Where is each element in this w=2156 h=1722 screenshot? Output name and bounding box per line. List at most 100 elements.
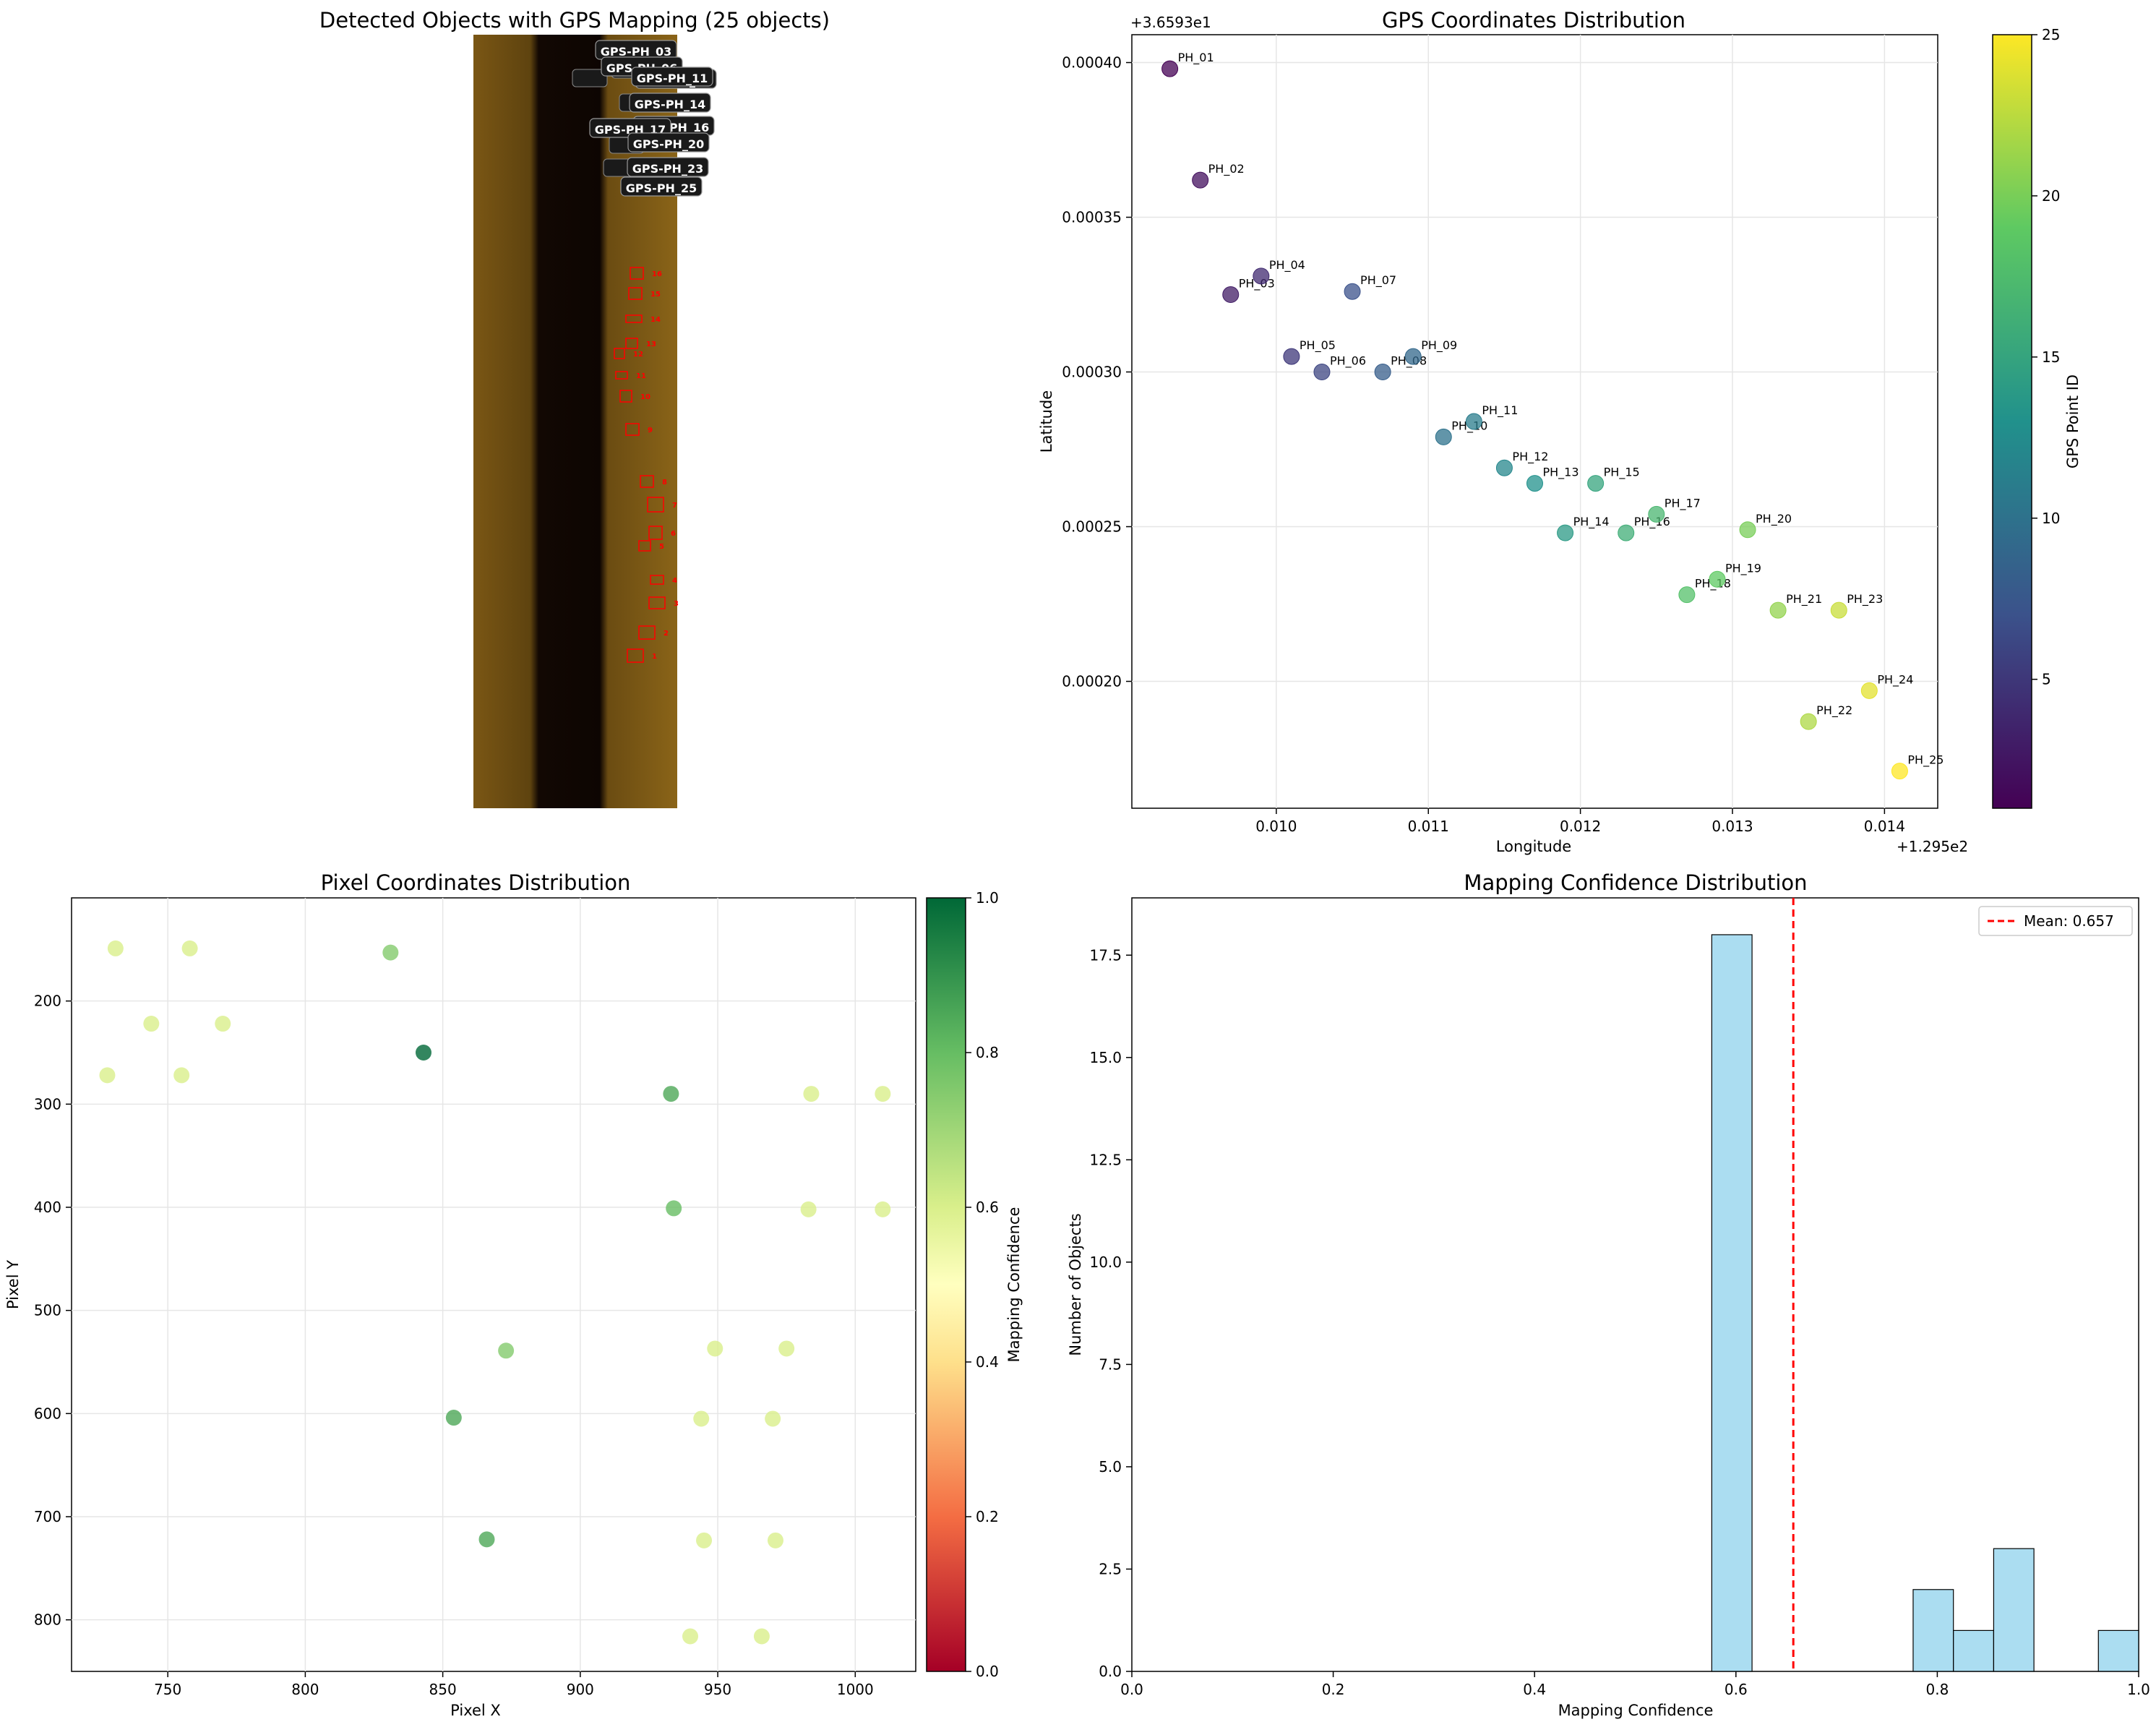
panel-confidence-histogram: Mapping Confidence Distribution 0.0 0.2 0.…: [1067, 870, 2150, 1719]
colorbar-tick-label: 10: [2042, 510, 2060, 527]
annotation-label: GPS-PH_25: [626, 181, 697, 195]
detection-box: [648, 526, 663, 540]
tick-label-x: 0.0: [1120, 1681, 1143, 1698]
tick-label-x: 850: [429, 1681, 457, 1698]
pixel-point: [445, 1410, 462, 1426]
hist-plot-area: [1131, 897, 2139, 1672]
tick-label-x: 1000: [837, 1681, 874, 1698]
legend-text: Mean: 0.657: [2024, 912, 2114, 930]
hist-legend: Mean: 0.657: [1978, 906, 2133, 936]
pixel-point: [173, 1067, 190, 1084]
detection-box-label: 12: [633, 351, 643, 359]
detection-box: [650, 575, 664, 585]
gps-point-label: PH_06: [1330, 354, 1366, 369]
pixel-point: [99, 1067, 116, 1084]
colorbar-tick-label: 1.0: [976, 889, 999, 907]
tick-label-x: 0.012: [1560, 818, 1601, 835]
detection-box: [627, 648, 644, 663]
gps-point-label: PH_15: [1604, 466, 1640, 480]
panel-gps-scatter: GPS Coordinates Distribution 0.010 0.011 0…: [1038, 8, 2082, 855]
tick-label-y: 5.0: [1099, 1458, 1122, 1475]
gps-y-offset: +3.6593e1: [1130, 14, 1211, 31]
tick-label-x: 0.014: [1864, 818, 1905, 835]
colorbar-tick-label: 0.0: [976, 1663, 999, 1680]
gps-colorbar: [1992, 34, 2032, 809]
annotation-label: GPS-PH_20: [633, 137, 704, 151]
detection-box-label: 6: [671, 530, 676, 538]
gps-point-label: PH_11: [1482, 403, 1518, 418]
tick-label-y: 15.0: [1089, 1049, 1122, 1066]
colorbar-tick-label: 0.6: [976, 1199, 999, 1216]
pixel-point: [765, 1410, 781, 1427]
pixel-point: [478, 1531, 495, 1548]
tick-label-y: 17.5: [1089, 946, 1122, 964]
tick-label-x: 900: [567, 1681, 594, 1698]
gps-point: [1587, 475, 1605, 492]
detection-box: [619, 390, 632, 403]
detection-box-label: 7: [672, 502, 677, 510]
gps-x-offset: +1.295e2: [1897, 838, 1968, 855]
pixel-point: [767, 1532, 783, 1548]
pixel-colorbar-ticks: 0.0 0.2 0.4 0.6 0.8 1.0: [966, 889, 999, 1680]
gps-point-label: PH_25: [1907, 753, 1944, 768]
gps-point: [1435, 428, 1452, 445]
tick-label-x: 0.8: [1925, 1681, 1949, 1698]
gps-point-label: PH_09: [1421, 338, 1457, 353]
tick-label-y: 0.00040: [1062, 54, 1122, 72]
detection-box-label: 16: [652, 270, 662, 278]
detection-box: [638, 625, 656, 640]
gps-point-label: PH_02: [1208, 162, 1245, 176]
gps-point: [1860, 682, 1878, 699]
annotation-label: GPS-PH_03: [601, 45, 671, 59]
gps-point: [1313, 364, 1331, 381]
detection-box-label: 4: [672, 577, 677, 585]
gps-point: [1253, 267, 1270, 285]
colorbar-tick-label: 0.4: [976, 1353, 999, 1371]
tick-label-y: 0.00035: [1062, 209, 1122, 226]
detection-box-label: 3: [674, 600, 679, 608]
tick-label-x: 0.4: [1523, 1681, 1546, 1698]
tick-label-y: 300: [34, 1095, 61, 1113]
detection-box: [625, 314, 643, 323]
pixel-point: [875, 1086, 891, 1102]
annotation-badge: [631, 67, 713, 87]
hist-ticks: 0.0 0.2 0.4 0.6 0.8 1.0 0.0 2.5 5.0 7.5 10.0 12.5 15…: [1089, 946, 2149, 1698]
tick-label-y: 0.00020: [1062, 673, 1122, 690]
colorbar-tick-label: 0.2: [976, 1508, 999, 1525]
tick-label-x: 0.6: [1725, 1681, 1748, 1698]
detection-box-label: 13: [646, 340, 656, 348]
gps-annotations: GPS-PH_03GPS-PH_06GPS-PH_10GPS-PH_11GPS-…: [572, 40, 717, 197]
annotation-badge: [627, 157, 709, 177]
gps-colorbar-label: GPS Point ID: [2064, 374, 2082, 468]
detection-box-label: 9: [648, 427, 653, 434]
tick-label-x: 0.010: [1255, 818, 1297, 835]
detection-box-label: 15: [650, 291, 661, 299]
pixel-point: [382, 944, 399, 961]
gps-point-label: PH_19: [1725, 561, 1761, 575]
colorbar-tick-label: 25: [2042, 26, 2060, 43]
gps-point: [1526, 475, 1543, 492]
pixel-point: [803, 1086, 820, 1102]
tick-label-x: 0.011: [1408, 818, 1449, 835]
hist-bar: [1953, 1629, 1995, 1672]
gps-point: [1374, 364, 1391, 381]
hist-ylabel: Number of Objects: [1067, 1213, 1084, 1355]
tick-label-y: 12.5: [1089, 1151, 1122, 1168]
gps-point-label: PH_21: [1786, 592, 1822, 607]
pixel-point: [778, 1340, 795, 1357]
pixel-point: [696, 1532, 713, 1548]
detection-box-label: 14: [650, 316, 661, 324]
tick-label-x: 0.2: [1322, 1681, 1345, 1698]
detection-box-label: 5: [659, 543, 664, 551]
hist-bar: [2097, 1629, 2139, 1672]
gps-point-label: PH_22: [1816, 703, 1852, 718]
hist-bars: [1711, 934, 2139, 1672]
annotation-badge: [627, 132, 710, 153]
hist-bar: [1912, 1589, 1954, 1672]
detection-box: [628, 287, 643, 300]
panel1-title: Detected Objects with GPS Mapping (25 ob…: [319, 8, 830, 33]
detection-box: [614, 348, 625, 359]
detection-box: [625, 423, 640, 436]
